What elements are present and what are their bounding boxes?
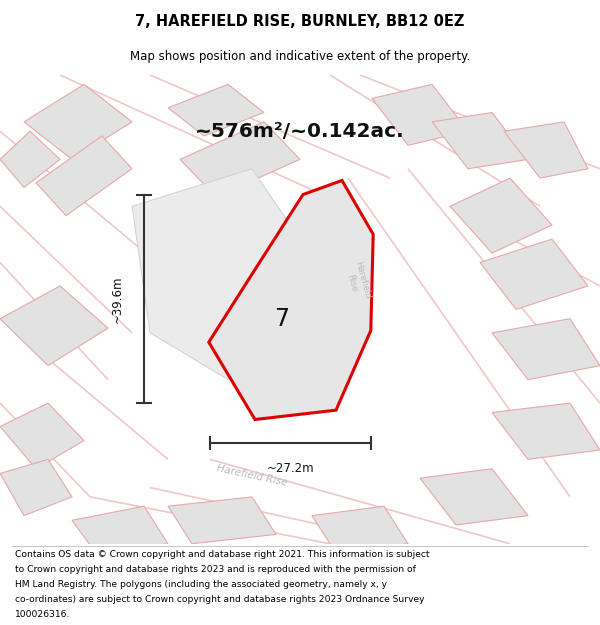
Polygon shape: [168, 497, 276, 544]
Polygon shape: [312, 506, 408, 553]
Text: Map shows position and indicative extent of the property.: Map shows position and indicative extent…: [130, 50, 470, 62]
Text: co-ordinates) are subject to Crown copyright and database rights 2023 Ordnance S: co-ordinates) are subject to Crown copyr…: [15, 596, 425, 604]
Polygon shape: [132, 169, 300, 379]
Polygon shape: [36, 136, 132, 216]
Polygon shape: [24, 84, 132, 159]
Polygon shape: [432, 112, 528, 169]
Polygon shape: [492, 319, 600, 379]
Text: ~39.6m: ~39.6m: [110, 275, 124, 322]
Polygon shape: [480, 239, 588, 309]
Text: ~576m²/~0.142ac.: ~576m²/~0.142ac.: [195, 122, 405, 141]
Text: Harefield Rise: Harefield Rise: [215, 463, 289, 488]
Polygon shape: [72, 506, 168, 553]
Text: to Crown copyright and database rights 2023 and is reproduced with the permissio: to Crown copyright and database rights 2…: [15, 565, 416, 574]
Polygon shape: [504, 122, 588, 178]
Text: Harefield
Rise: Harefield Rise: [343, 260, 371, 302]
Text: 7, HAREFIELD RISE, BURNLEY, BB12 0EZ: 7, HAREFIELD RISE, BURNLEY, BB12 0EZ: [136, 14, 464, 29]
Text: HM Land Registry. The polygons (including the associated geometry, namely x, y: HM Land Registry. The polygons (includin…: [15, 580, 387, 589]
Text: 7: 7: [275, 307, 290, 331]
Polygon shape: [0, 459, 72, 516]
Polygon shape: [0, 403, 84, 469]
Polygon shape: [209, 181, 373, 419]
Polygon shape: [180, 122, 300, 197]
Polygon shape: [492, 403, 600, 459]
Text: 100026316.: 100026316.: [15, 611, 70, 619]
Text: Contains OS data © Crown copyright and database right 2021. This information is : Contains OS data © Crown copyright and d…: [15, 550, 430, 559]
Text: ~27.2m: ~27.2m: [266, 462, 314, 475]
Polygon shape: [372, 84, 468, 145]
Polygon shape: [0, 286, 108, 366]
Polygon shape: [420, 469, 528, 525]
Polygon shape: [450, 178, 552, 253]
Polygon shape: [0, 131, 60, 188]
Polygon shape: [168, 84, 264, 136]
